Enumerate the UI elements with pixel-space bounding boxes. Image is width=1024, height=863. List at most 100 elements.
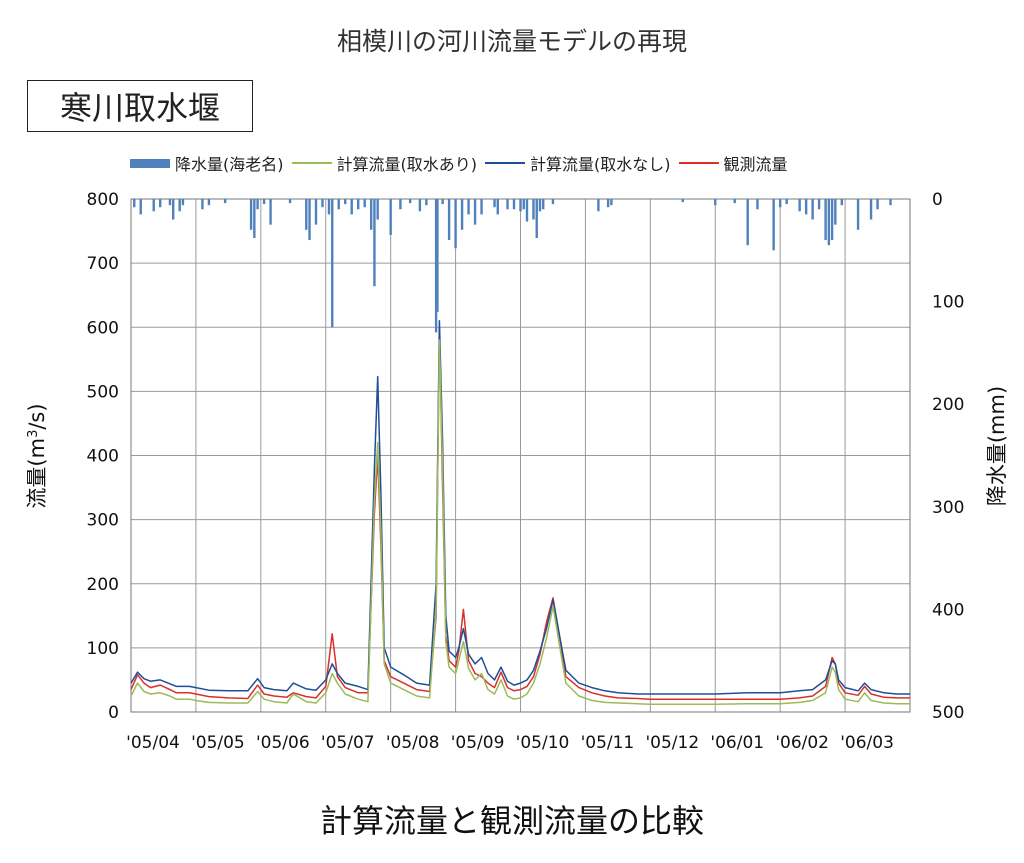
x-tick-label: '06/03: [840, 733, 894, 753]
legend-swatch-calc-with-intake: [291, 162, 332, 164]
y2-tick-label: 300: [932, 498, 964, 518]
precip-bar: [171, 199, 175, 220]
y-axis-label-main: 流量(m: [25, 438, 49, 509]
legend-item-observed: 観測流量: [678, 151, 788, 175]
precip-bar: [152, 199, 155, 212]
y2-tick-label: 500: [932, 703, 964, 723]
precip-bar: [496, 199, 499, 215]
precip-bar: [506, 199, 509, 210]
precip-bar: [376, 199, 379, 220]
precip-bar: [714, 199, 717, 206]
x-tick-label: '05/08: [386, 733, 440, 753]
precip-bar: [249, 199, 253, 230]
precip-bar: [399, 199, 402, 210]
precip-bar: [223, 199, 227, 204]
precip-bar: [363, 199, 366, 208]
precip-bar: [824, 199, 827, 241]
precip-bar: [834, 199, 837, 225]
y-tick-label: 500: [87, 382, 119, 402]
precip-bar: [454, 199, 457, 249]
precip-bar: [542, 199, 545, 210]
precip-bar: [159, 199, 162, 208]
precip-bar: [889, 199, 892, 206]
precip-bar: [522, 199, 525, 210]
chart-header-title: 相模川の河川流量モデルの再現: [336, 27, 687, 56]
y-tick-label: 700: [87, 254, 119, 274]
precip-bar: [746, 199, 749, 246]
x-tick-label: '05/11: [581, 733, 635, 753]
legend-swatch-observed: [678, 162, 719, 164]
precip-bar: [856, 199, 860, 230]
precip-bar: [681, 199, 684, 203]
y-axis-label-tail: /s): [25, 403, 49, 429]
precip-bar: [262, 199, 266, 205]
precip-bar: [447, 199, 451, 241]
precip-bar: [288, 199, 292, 204]
precip-bar: [425, 199, 428, 206]
precip-bar: [535, 199, 538, 238]
precip-bar: [308, 199, 311, 241]
precip-bar: [256, 199, 259, 210]
precip-bar: [610, 199, 613, 206]
precip-bar: [473, 199, 477, 225]
precip-bar: [785, 199, 788, 205]
x-tick-label: '05/12: [645, 733, 699, 753]
precip-bar: [876, 199, 879, 210]
station-name-box: 寒川取水堰: [27, 80, 253, 132]
precip-bar: [772, 199, 775, 251]
station-name: 寒川取水堰: [59, 89, 220, 127]
precip-bar: [139, 199, 142, 215]
x-tick-label: '06/02: [775, 733, 829, 753]
precip-bar: [830, 199, 834, 241]
precip-bar: [827, 199, 831, 246]
precip-bar: [201, 199, 204, 210]
precip-bar: [778, 199, 782, 208]
series-calc-without-intake: [130, 320, 910, 695]
precip-bar: [597, 199, 600, 212]
series-calc-with-intake: [130, 339, 910, 706]
precip-bar: [133, 199, 136, 208]
y2-axis-label: 降水量(mm): [985, 386, 1009, 506]
precip-bar: [408, 199, 412, 204]
precip-bar: [321, 199, 324, 208]
y-tick-label: 800: [87, 190, 119, 210]
precip-bar: [350, 199, 353, 215]
legend-label-observed: 観測流量: [723, 155, 788, 174]
y-axis-label-superscript: 3: [26, 430, 41, 438]
series-observed: [130, 326, 910, 700]
x-tick-label: '06/01: [710, 733, 764, 753]
y-tick-label: 600: [87, 318, 119, 338]
precip-bar: [314, 199, 318, 225]
precip-bar: [436, 199, 439, 312]
precip-bar: [532, 199, 535, 220]
precip-bar: [460, 199, 464, 230]
precip-bar: [480, 199, 483, 215]
precip-bar: [178, 199, 181, 212]
precip-bar: [369, 199, 373, 230]
precip-bar: [493, 199, 496, 208]
precip-bar: [389, 199, 392, 235]
y2-tick-label: 200: [932, 395, 964, 415]
legend-item-calc-with-intake: 計算流量(取水あり): [291, 151, 478, 175]
precip-bar: [869, 199, 873, 220]
precip-bar: [538, 199, 542, 212]
precip-bar: [344, 199, 347, 205]
precip-bar: [525, 199, 529, 222]
precip-bar: [269, 199, 272, 225]
y2-tick-label: 400: [932, 600, 964, 620]
y-tick-label: 200: [87, 575, 119, 595]
precip-bar: [467, 199, 470, 215]
y-tick-label: 300: [87, 511, 119, 531]
precip-bar: [253, 199, 256, 238]
legend-label-calc-with-intake: 計算流量(取水あり): [336, 155, 478, 174]
precip-bar: [512, 199, 516, 210]
y-tick-label: 400: [87, 447, 119, 467]
precip-bar: [181, 199, 185, 206]
precip-bar: [207, 199, 211, 206]
legend-item-precipitation: 降水量(海老名): [130, 151, 284, 175]
precip-bar: [305, 199, 308, 230]
precip-bar: [519, 199, 522, 212]
legend-label-precipitation: 降水量(海老名): [175, 155, 284, 174]
legend-label-calc-without-intake: 計算流量(取水なし): [530, 155, 671, 174]
